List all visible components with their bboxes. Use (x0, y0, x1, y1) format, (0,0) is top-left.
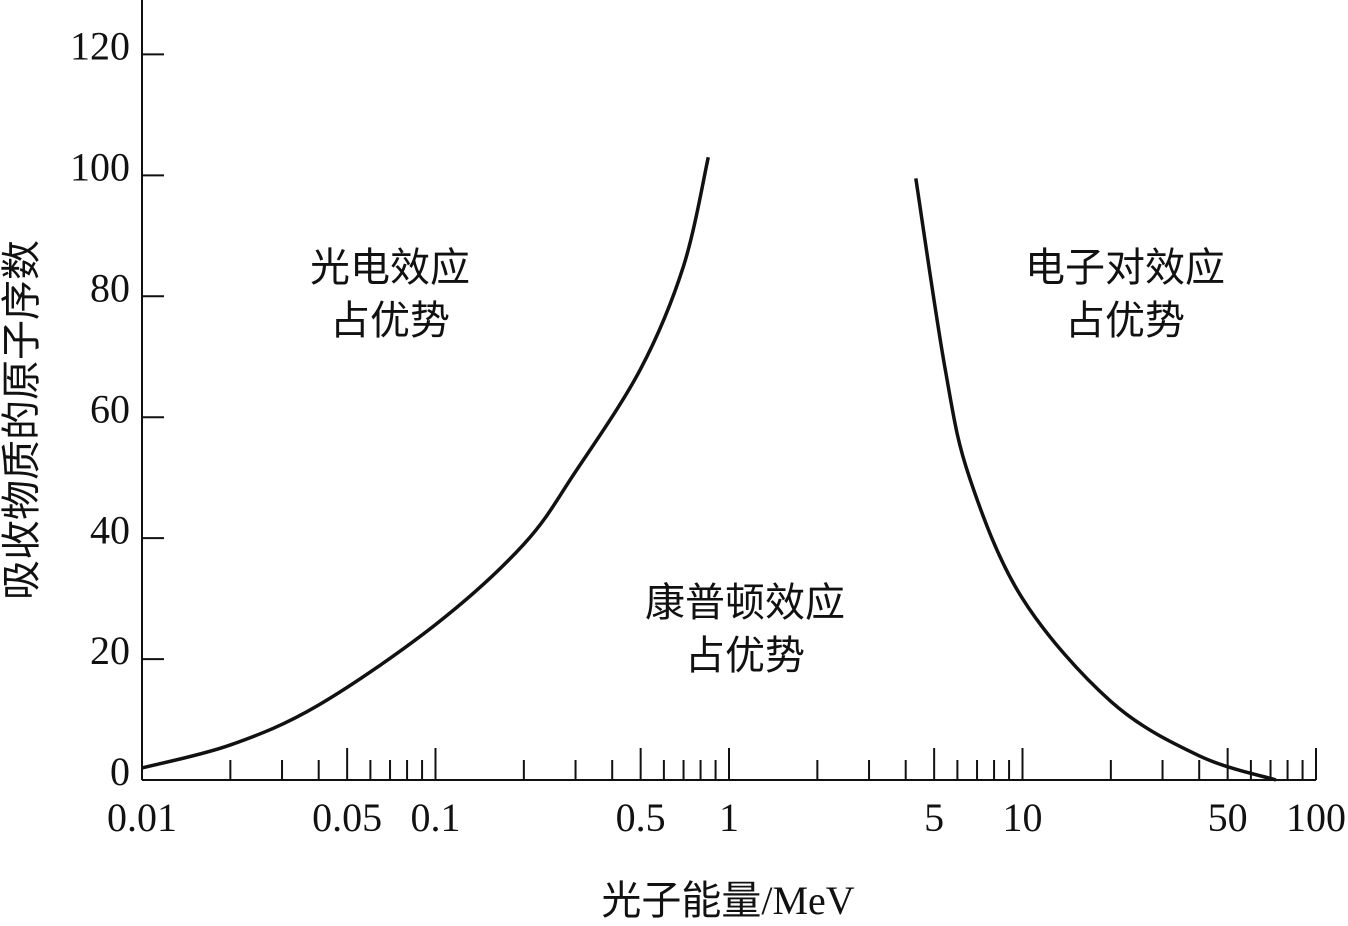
annotation: 占优势 (330, 298, 450, 343)
x-tick-label: 5 (924, 795, 944, 840)
x-tick-label: 0.5 (616, 795, 666, 840)
annotation: 康普顿效应 (645, 580, 845, 625)
annotation: 占优势 (685, 633, 805, 678)
x-tick-label: 1 (719, 795, 739, 840)
x-tick-label: 100 (1286, 795, 1346, 840)
y-tick-label: 0 (110, 749, 130, 794)
annotation: 光电效应 (310, 245, 470, 290)
x-tick-label: 50 (1208, 795, 1248, 840)
curve (141, 156, 710, 770)
x-tick-label: 0.01 (107, 795, 177, 840)
x-tick-label: 0.1 (411, 795, 461, 840)
y-tick-label: 80 (90, 265, 130, 310)
x-tick-label: 0.05 (312, 795, 382, 840)
annotation: 电子对效应 (1025, 245, 1225, 290)
curve (914, 178, 1277, 782)
y-tick-label: 100 (70, 145, 130, 190)
y-axis-label: 吸收物质的原子序数 (0, 240, 44, 600)
x-axis-label: 光子能量/MeV (601, 878, 854, 923)
x-tick-label: 10 (1003, 795, 1043, 840)
annotation: 占优势 (1065, 298, 1185, 343)
y-tick-label: 60 (90, 386, 130, 431)
y-tick-label: 40 (90, 507, 130, 552)
y-tick-label: 120 (70, 24, 130, 69)
y-tick-label: 20 (90, 628, 130, 673)
